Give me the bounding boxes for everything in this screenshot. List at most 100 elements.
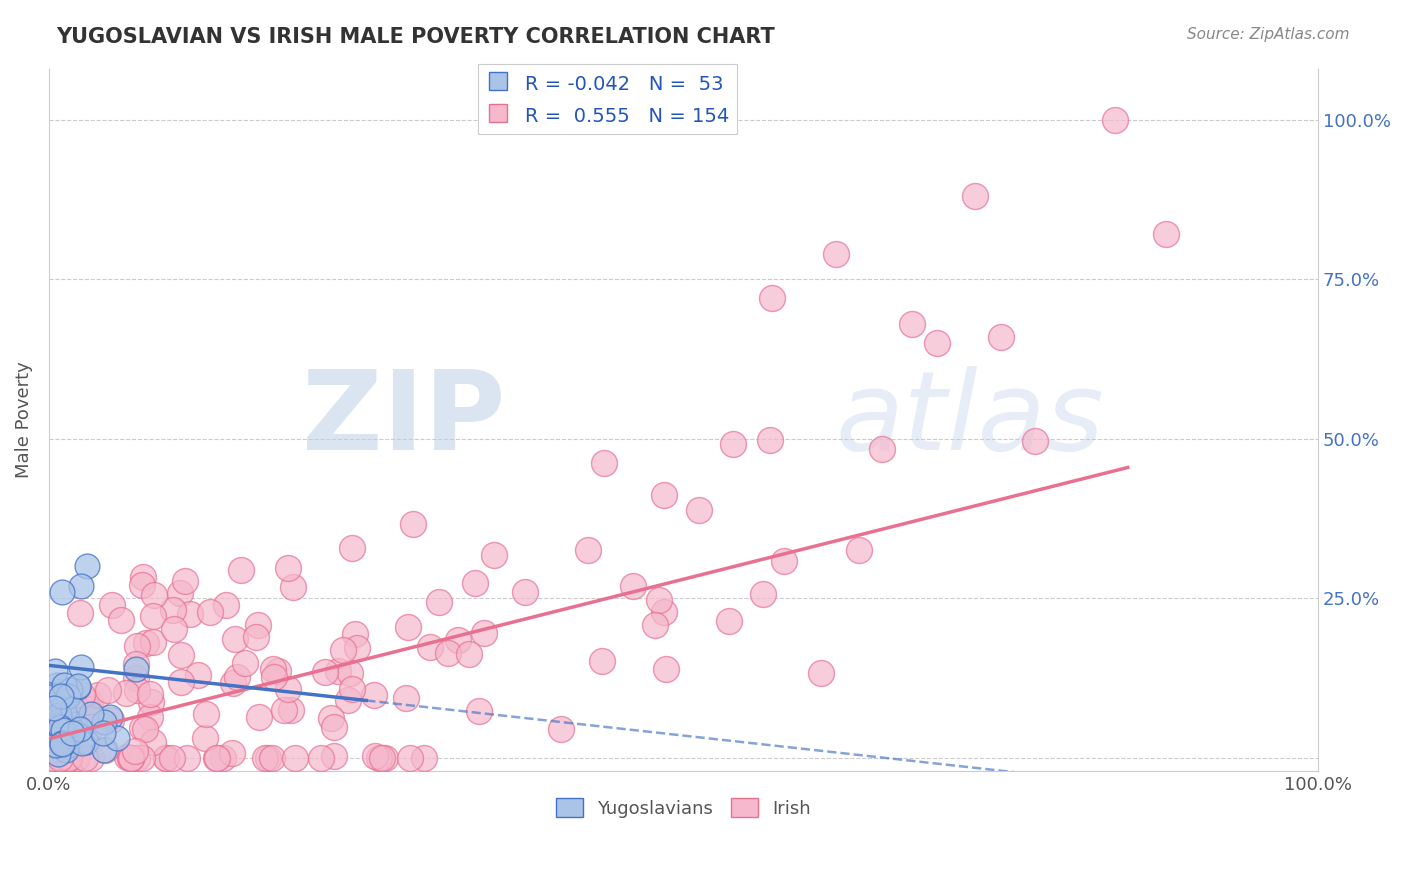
Point xyxy=(142,609,165,624)
Point xyxy=(120,751,142,765)
Point xyxy=(51,737,73,751)
Point xyxy=(205,751,228,765)
Text: YUGOSLAVIAN VS IRISH MALE POVERTY CORRELATION CHART: YUGOSLAVIAN VS IRISH MALE POVERTY CORREL… xyxy=(56,27,775,46)
Point xyxy=(198,606,221,620)
Point xyxy=(249,710,271,724)
Point xyxy=(170,648,193,663)
Point xyxy=(125,671,148,685)
Point xyxy=(110,613,132,627)
Point xyxy=(69,723,91,737)
Point xyxy=(66,679,89,693)
Point xyxy=(1024,434,1046,448)
Point xyxy=(59,682,82,697)
Point xyxy=(752,587,775,601)
Point xyxy=(48,751,70,765)
Point xyxy=(60,726,83,740)
Point xyxy=(139,710,162,724)
Point xyxy=(93,714,115,729)
Point xyxy=(576,542,599,557)
Point xyxy=(482,548,505,562)
Point xyxy=(66,751,89,765)
Point xyxy=(58,689,80,703)
Point xyxy=(927,336,949,351)
Point xyxy=(67,680,90,694)
Point xyxy=(280,702,302,716)
Point xyxy=(79,706,101,721)
Point xyxy=(773,554,796,568)
Point xyxy=(394,691,416,706)
Point xyxy=(65,737,87,751)
Point xyxy=(322,748,344,763)
Point xyxy=(87,688,110,702)
Point xyxy=(134,635,156,649)
Point xyxy=(125,751,148,765)
Point xyxy=(93,743,115,757)
Point xyxy=(91,726,114,740)
Point xyxy=(464,575,486,590)
Point xyxy=(142,734,165,748)
Point xyxy=(132,570,155,584)
Point xyxy=(187,668,209,682)
Point xyxy=(427,595,450,609)
Point xyxy=(215,598,238,612)
Point xyxy=(48,717,70,731)
Point xyxy=(142,588,165,602)
Point xyxy=(120,751,142,765)
Point xyxy=(62,701,84,715)
Point xyxy=(77,702,100,716)
Point xyxy=(550,722,572,736)
Point xyxy=(107,731,129,745)
Point xyxy=(73,751,96,765)
Point xyxy=(63,716,86,731)
Point xyxy=(142,635,165,649)
Point xyxy=(125,662,148,676)
Point xyxy=(162,622,184,636)
Point xyxy=(141,695,163,709)
Point xyxy=(245,630,267,644)
Point xyxy=(323,721,346,735)
Point xyxy=(398,751,420,765)
Point xyxy=(75,735,97,749)
Point xyxy=(80,751,103,765)
Point xyxy=(513,585,536,599)
Point xyxy=(139,687,162,701)
Point xyxy=(654,606,676,620)
Point xyxy=(52,732,75,747)
Point xyxy=(363,749,385,764)
Point xyxy=(39,690,62,704)
Text: ZIP: ZIP xyxy=(302,366,506,473)
Point xyxy=(337,693,360,707)
Point xyxy=(124,744,146,758)
Point xyxy=(457,648,479,662)
Point xyxy=(418,640,440,654)
Point xyxy=(44,712,66,726)
Point xyxy=(42,751,65,765)
Point xyxy=(45,678,67,692)
Point xyxy=(759,433,782,447)
Point xyxy=(69,660,91,674)
Point xyxy=(254,751,277,765)
Point xyxy=(396,620,419,634)
Point xyxy=(58,751,80,765)
Point xyxy=(247,618,270,632)
Point xyxy=(51,585,73,599)
Point xyxy=(125,639,148,653)
Point xyxy=(273,703,295,717)
Point xyxy=(901,317,924,331)
Point xyxy=(872,442,894,457)
Point xyxy=(39,690,62,704)
Point xyxy=(44,730,66,744)
Point xyxy=(169,586,191,600)
Point xyxy=(321,711,343,725)
Point xyxy=(472,626,495,640)
Point xyxy=(42,751,65,765)
Y-axis label: Male Poverty: Male Poverty xyxy=(15,361,32,478)
Point xyxy=(447,633,470,648)
Point xyxy=(256,751,278,765)
Point xyxy=(69,578,91,592)
Point xyxy=(848,543,870,558)
Point xyxy=(824,246,846,260)
Point xyxy=(49,689,72,703)
Point xyxy=(277,681,299,696)
Point xyxy=(48,720,70,734)
